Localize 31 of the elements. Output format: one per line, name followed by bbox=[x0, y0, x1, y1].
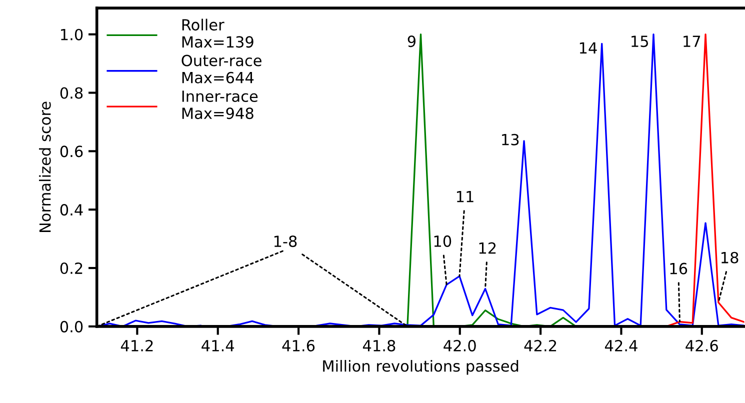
y-axis-title: Normalized score bbox=[39, 102, 51, 232]
x-tick-label: 41.2 bbox=[120, 340, 153, 352]
annotation: 15 bbox=[632, 36, 648, 48]
annotation: 1-8 bbox=[274, 236, 297, 248]
annotation: 9 bbox=[408, 36, 416, 48]
x-tick-label: 42.4 bbox=[604, 340, 638, 352]
annotation: 16 bbox=[670, 262, 688, 274]
y-tick-label: 0.2 bbox=[60, 262, 82, 274]
x-tick-label: 41.6 bbox=[282, 340, 315, 352]
x-tick-label: 42.2 bbox=[524, 340, 556, 352]
annotation: 11 bbox=[456, 191, 474, 202]
legend-label: Inner-race Max=948 bbox=[182, 90, 258, 120]
annotation: 17 bbox=[684, 36, 700, 47]
x-tick-label: 42.6 bbox=[686, 340, 718, 352]
x-tick-label: 41.4 bbox=[202, 340, 234, 352]
annotation: 14 bbox=[580, 42, 597, 54]
x-tick-label: 42.0 bbox=[444, 340, 476, 352]
y-tick-label: 0.4 bbox=[60, 204, 83, 216]
line-series bbox=[666, 34, 744, 326]
annotation: 10 bbox=[434, 235, 452, 247]
y-tick-label: 0.8 bbox=[60, 87, 83, 99]
annotation: 12 bbox=[479, 242, 496, 254]
x-axis-title: Million revolutions passed bbox=[323, 360, 518, 375]
annotation: 13 bbox=[502, 134, 519, 146]
legend-label: Roller Max=139 bbox=[182, 18, 254, 48]
annotation: 18 bbox=[722, 252, 738, 264]
y-tick-label: 0.6 bbox=[60, 146, 83, 158]
y-tick-label: 1.0 bbox=[61, 28, 83, 40]
y-tick-label: 0.0 bbox=[60, 320, 83, 332]
x-tick-label: 41.8 bbox=[362, 340, 396, 352]
legend-label: Outer-race Max=644 bbox=[182, 54, 262, 84]
